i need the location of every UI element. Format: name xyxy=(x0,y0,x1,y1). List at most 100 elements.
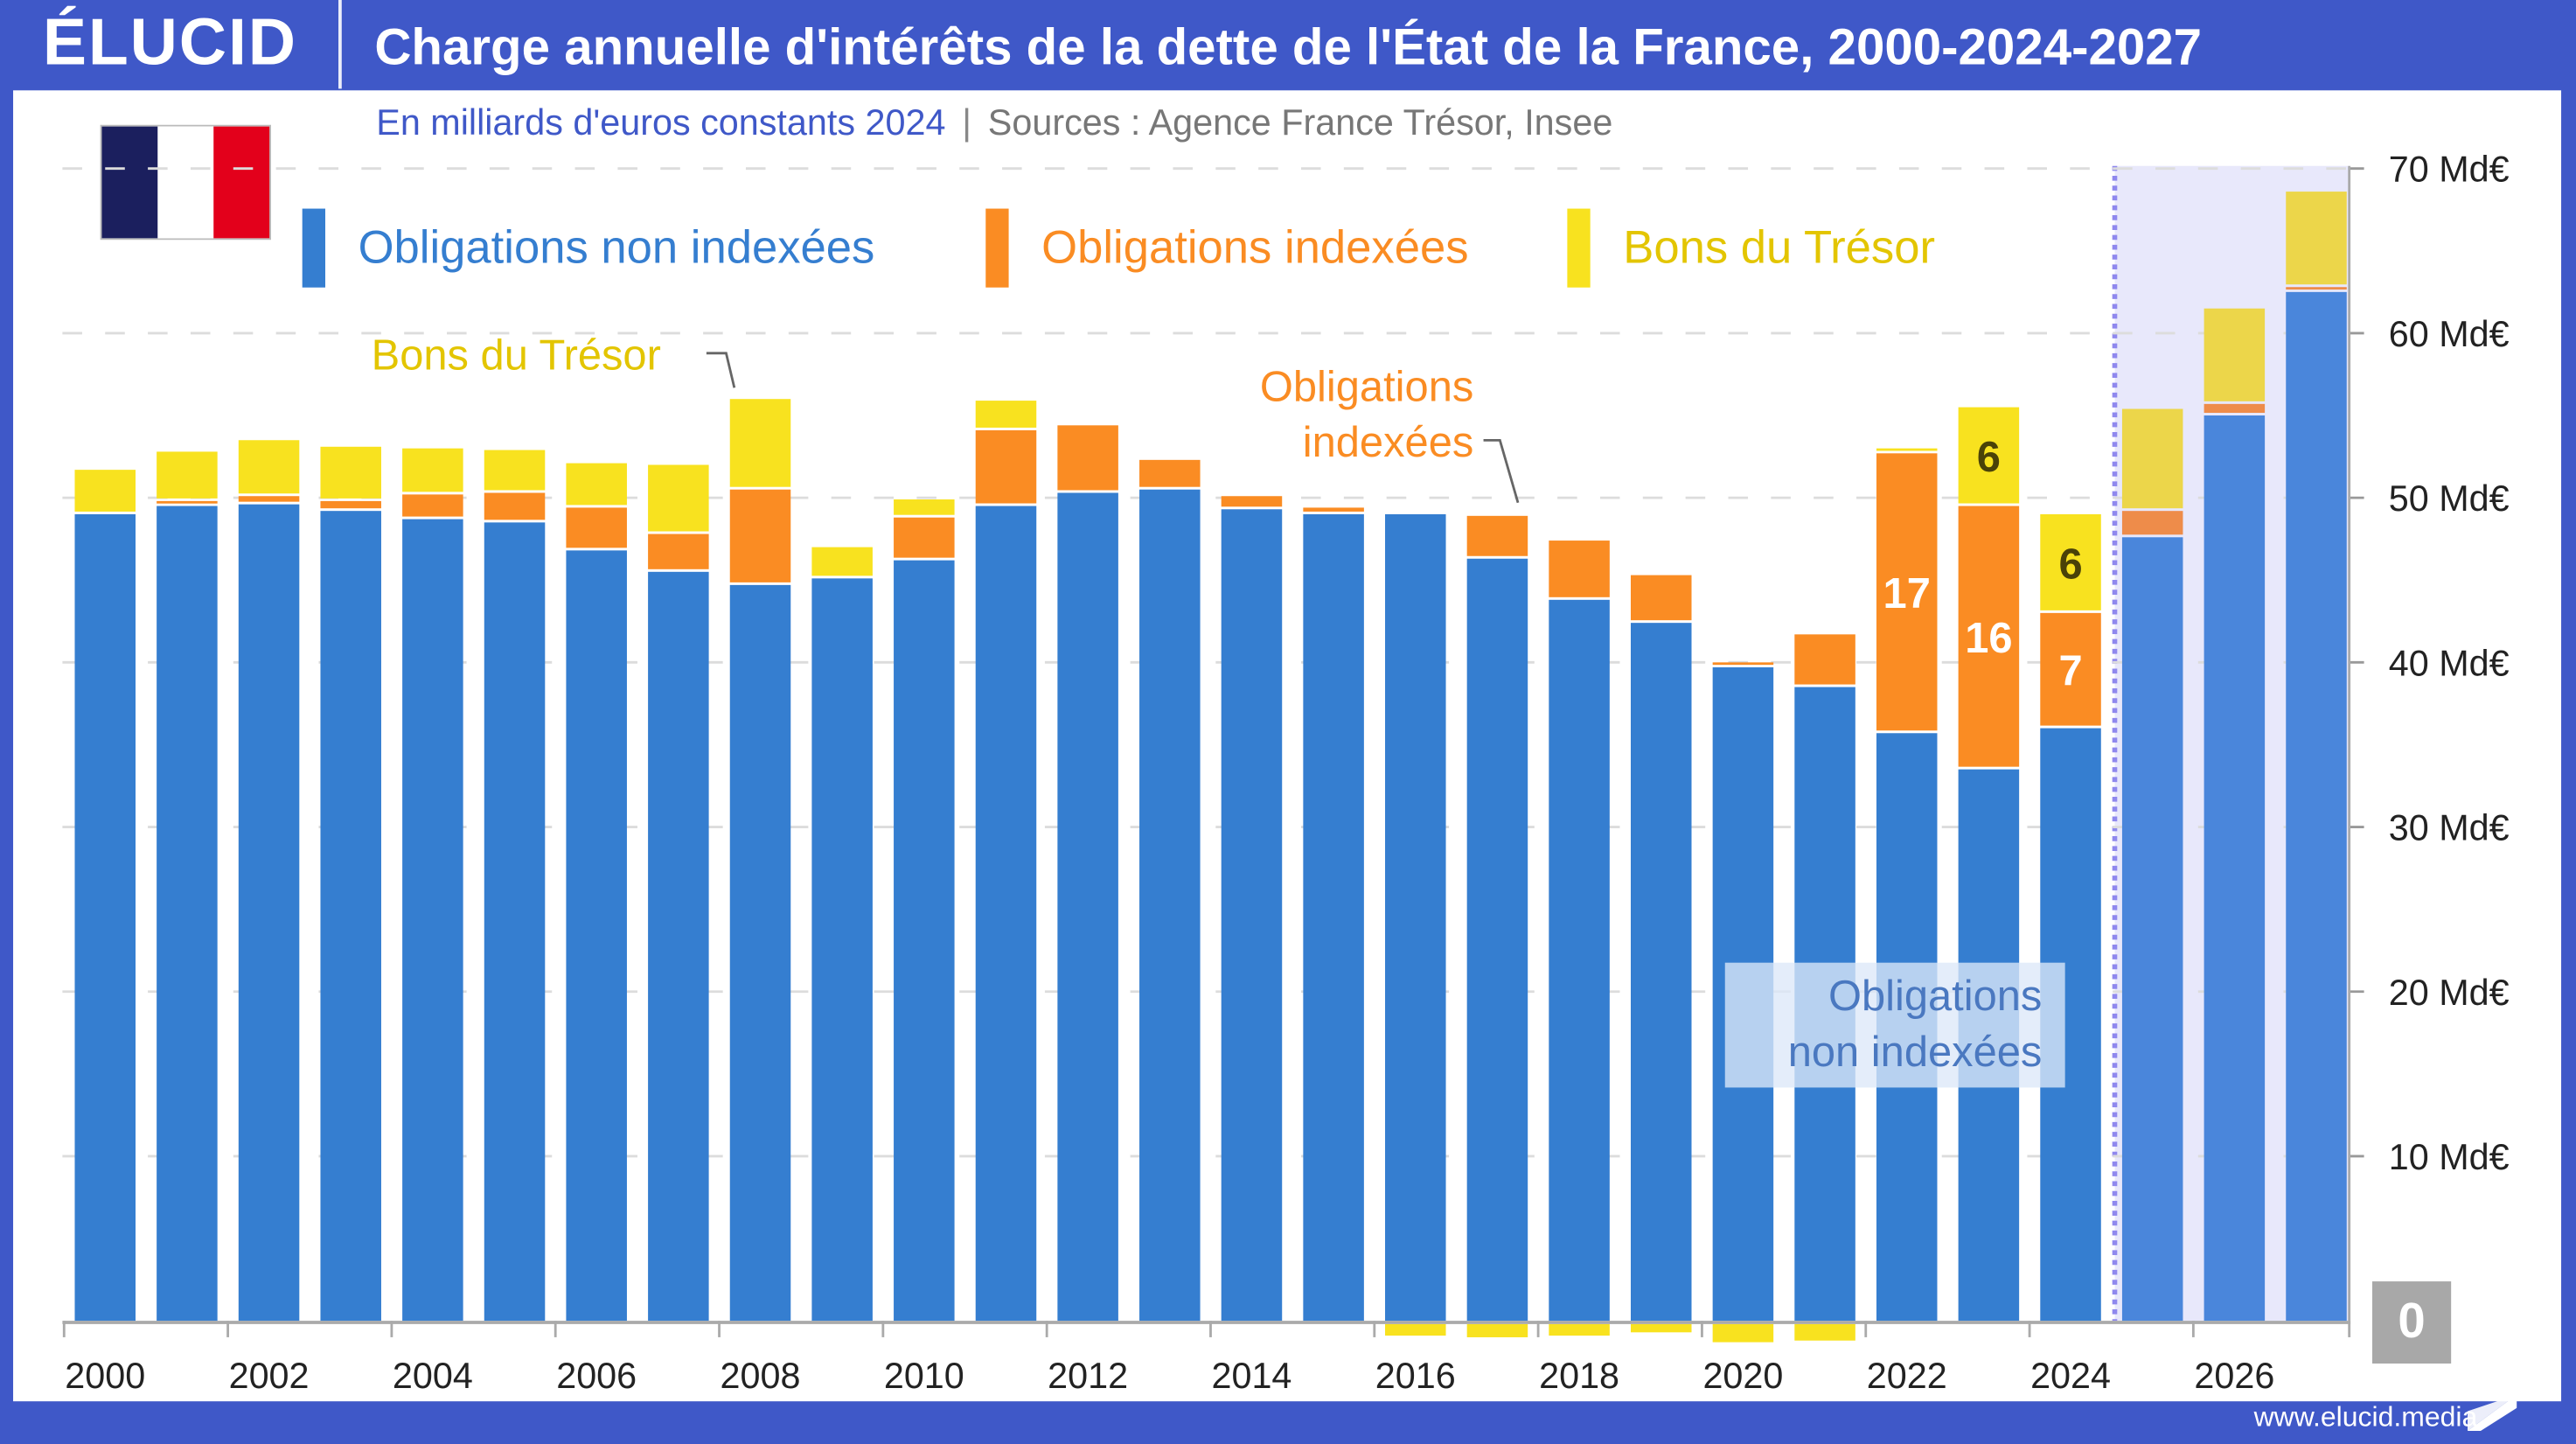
y-tick-label: 70 Md€ xyxy=(2389,150,2510,190)
bar-segment-obligations-index-es-2003 xyxy=(320,500,381,509)
bar-segment-obligations-index-es-2022 xyxy=(1876,453,1938,731)
x-tick-label: 2018 xyxy=(1539,1356,1619,1396)
x-tick-label: 2012 xyxy=(1048,1356,1128,1396)
bar-segment-negative-2019 xyxy=(1630,1323,1692,1333)
header-divider xyxy=(338,0,342,89)
bar-segment-bons-du-tr-sor-2002 xyxy=(238,440,300,494)
bar-segment-obligations-non-index-es-2000 xyxy=(74,513,136,1322)
x-tick-label: 2020 xyxy=(1702,1356,1783,1396)
data-label: 7 xyxy=(2058,648,2082,695)
bar-segment-obligations-non-index-es-2007 xyxy=(648,571,709,1322)
data-label: 6 xyxy=(1977,434,2001,481)
y-tick-label: 10 Md€ xyxy=(2389,1137,2510,1177)
legend-label: Obligations indexées xyxy=(1041,221,1469,273)
annotation-line: Obligations xyxy=(1828,971,2043,1021)
sources-text: Sources : Agence France Trésor, Insee xyxy=(987,101,1613,143)
bar-segment-bons-du-tr-sor-2005 xyxy=(484,450,546,491)
bar-segment-obligations-non-index-es-2009 xyxy=(811,578,873,1322)
x-tick-label: 2014 xyxy=(1211,1356,1291,1396)
annotation-line: Obligations xyxy=(1259,361,1474,411)
y-tick-label: 30 Md€ xyxy=(2389,808,2510,848)
bar-segment-obligations-non-index-es-2027 xyxy=(2286,291,2347,1322)
y-tick-label: 40 Md€ xyxy=(2389,643,2510,683)
bar-segment-obligations-index-es-2025 xyxy=(2121,511,2183,535)
bar-segment-obligations-non-index-es-2018 xyxy=(1549,599,1610,1322)
data-label: 17 xyxy=(1883,570,1931,617)
bar-segment-obligations-non-index-es-2005 xyxy=(484,522,546,1322)
bar-segment-bons-du-tr-sor-2009 xyxy=(811,547,873,576)
annotation-non-indexees: Obligations non indexées xyxy=(1725,967,2043,1079)
bar-segment-obligations-index-es-2017 xyxy=(1466,515,1528,556)
y-tick-label: 60 Md€ xyxy=(2389,314,2510,354)
legend-swatch-yellow xyxy=(1567,208,1591,288)
bar-segment-obligations-index-es-2001 xyxy=(157,500,218,504)
x-tick-label: 2006 xyxy=(556,1356,637,1396)
bar-segment-negative-2017 xyxy=(1466,1323,1528,1337)
y-tick-label: 20 Md€ xyxy=(2389,973,2510,1013)
x-tick-label: 2022 xyxy=(1867,1356,1947,1396)
bar-segment-bons-du-tr-sor-2022 xyxy=(1876,448,1938,451)
bar-segment-obligations-index-es-2002 xyxy=(238,496,300,502)
bar-segment-obligations-index-es-2014 xyxy=(1221,496,1283,507)
flag-stripe-white xyxy=(157,126,214,239)
leader-line-indexees xyxy=(1483,438,1520,504)
x-tick-label: 2008 xyxy=(721,1356,801,1396)
bar-segment-obligations-index-es-2012 xyxy=(1057,425,1118,491)
bar-segment-negative-2016 xyxy=(1385,1323,1446,1336)
x-tick-label: 2010 xyxy=(884,1356,964,1396)
bar-segment-negative-2021 xyxy=(1794,1323,1855,1341)
bar-segment-bons-du-tr-sor-2004 xyxy=(402,448,463,492)
bar-segment-obligations-non-index-es-2019 xyxy=(1630,623,1692,1322)
data-label: 16 xyxy=(1965,615,2012,662)
subtitle-separator: | xyxy=(962,101,971,143)
bar-segment-obligations-index-es-2004 xyxy=(402,494,463,517)
bar-segment-bons-du-tr-sor-2025 xyxy=(2121,408,2183,509)
bar-segment-bons-du-tr-sor-2026 xyxy=(2204,308,2266,401)
bar-segment-obligations-index-es-2006 xyxy=(566,507,627,548)
chart-subtitle: En milliards d'euros constants 2024 | Sour… xyxy=(376,101,1612,144)
bar-segment-obligations-non-index-es-2003 xyxy=(320,511,381,1322)
bar-segment-obligations-index-es-2024 xyxy=(2040,612,2101,726)
bar-segment-obligations-index-es-2010 xyxy=(894,517,955,558)
bar-segment-negative-2020 xyxy=(1712,1323,1774,1343)
bar-segment-obligations-non-index-es-2025 xyxy=(2121,537,2183,1322)
header-bar: ÉLUCID Charge annuelle d'intérêts de la … xyxy=(0,0,2576,89)
bar-segment-obligations-non-index-es-2013 xyxy=(1139,489,1201,1322)
bar-segment-obligations-non-index-es-2012 xyxy=(1057,492,1118,1322)
flag-stripe-blue xyxy=(101,126,158,239)
x-tick-label: 2002 xyxy=(229,1356,310,1396)
bar-segment-obligations-non-index-es-2014 xyxy=(1221,509,1283,1322)
elucid-mark-icon xyxy=(2467,1394,2517,1431)
zero-badge: 0 xyxy=(2371,1281,2452,1364)
bar-segment-obligations-index-es-2013 xyxy=(1139,459,1201,487)
bar-segment-obligations-index-es-2026 xyxy=(2204,403,2266,414)
x-tick-label: 2026 xyxy=(2194,1356,2274,1396)
annotation-non-indexees-box xyxy=(1724,962,2065,1088)
footer-url[interactable]: www.elucid.media xyxy=(2253,1401,2478,1433)
annotation-line: non indexées xyxy=(1787,1026,2043,1077)
bar-segment-obligations-index-es-2020 xyxy=(1712,662,1774,666)
bar-segment-obligations-non-index-es-2026 xyxy=(2204,415,2266,1322)
legend-item-bons-tresor: Bons du Trésor xyxy=(1567,208,1935,288)
annotation-line: indexées xyxy=(1302,417,1474,467)
leader-line-bons xyxy=(706,352,736,388)
bar-segment-obligations-index-es-2018 xyxy=(1549,541,1610,597)
bar-segment-bons-du-tr-sor-2007 xyxy=(648,464,709,532)
bar-segment-obligations-index-es-2015 xyxy=(1303,507,1364,512)
bar-segment-obligations-non-index-es-2015 xyxy=(1303,513,1364,1322)
bar-segment-obligations-index-es-2005 xyxy=(484,492,546,520)
bar-segment-obligations-index-es-2008 xyxy=(729,489,791,582)
bar-segment-obligations-index-es-2021 xyxy=(1794,634,1855,685)
annotation-obligations-indexees: Obligations indexées xyxy=(1183,358,1474,470)
bar-segment-obligations-non-index-es-2016 xyxy=(1385,513,1446,1322)
legend-label: Obligations non indexées xyxy=(358,221,875,273)
bar-segment-bons-du-tr-sor-2024 xyxy=(2040,513,2101,610)
annotation-bons-du-tresor: Bons du Trésor xyxy=(371,330,661,380)
legend-swatch-orange xyxy=(985,208,1009,288)
bar-segment-obligations-index-es-2007 xyxy=(648,534,709,569)
bar-segment-bons-du-tr-sor-2001 xyxy=(157,451,218,499)
y-tick-label: 50 Md€ xyxy=(2389,478,2510,519)
data-label: 6 xyxy=(2058,541,2082,588)
